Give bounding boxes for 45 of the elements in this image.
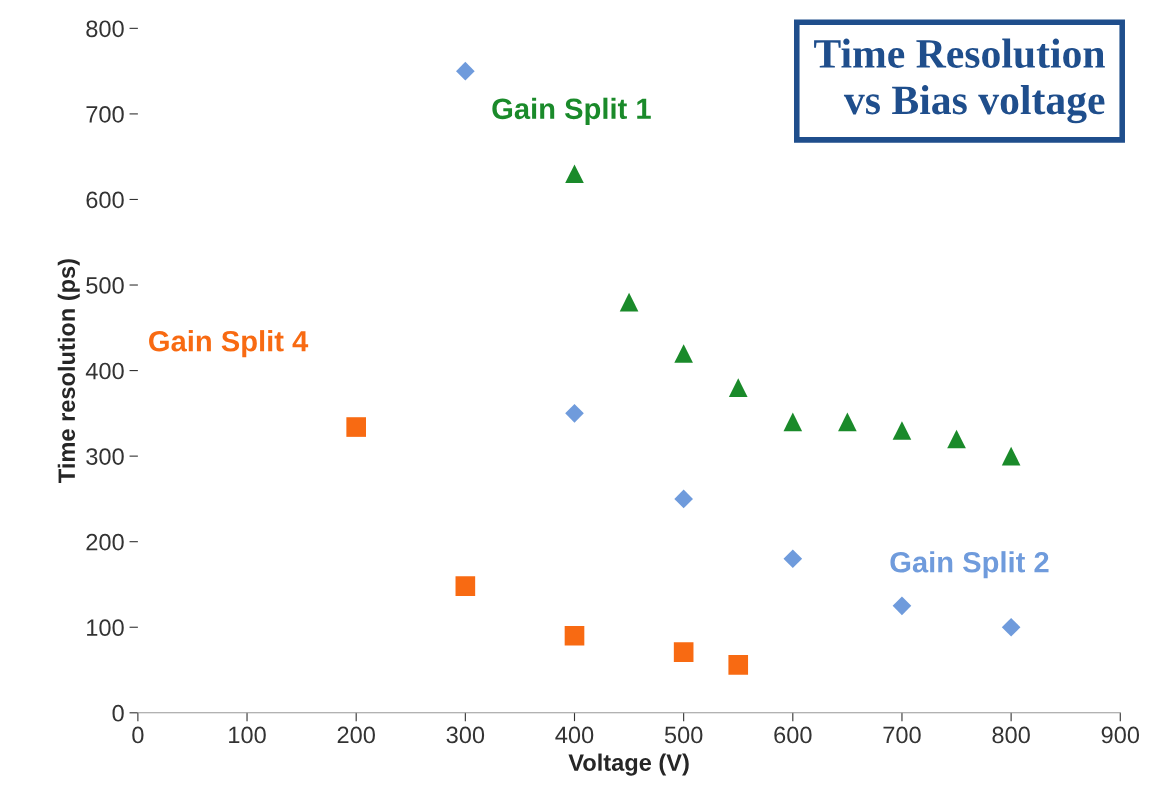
- x-tick-label: 800: [992, 726, 1030, 744]
- text: Time Resolution vs Bias voltage: [814, 38, 1105, 124]
- point: [455, 576, 476, 596]
- point: [728, 378, 748, 397]
- point: [673, 642, 694, 662]
- point: [1001, 446, 1021, 466]
- series-label: Gain Split 1: [492, 97, 651, 125]
- x-tick-label: 900: [1101, 726, 1140, 744]
- point: [892, 421, 912, 440]
- point: [674, 344, 693, 363]
- y-axis-title: Time resolution (ps): [57, 259, 80, 483]
- x-tick-label: 600: [774, 726, 812, 744]
- point: [565, 404, 584, 423]
- point: [783, 549, 803, 569]
- point: [674, 489, 693, 509]
- x-axis-title: Voltage (V): [568, 753, 689, 776]
- x-tick-label: 700: [883, 726, 921, 744]
- x-tick-label: 0: [132, 726, 144, 744]
- point: [838, 412, 857, 432]
- x-tick-label: 500: [664, 726, 703, 744]
- y-tick-label: 0: [112, 704, 124, 722]
- point: [1001, 617, 1021, 637]
- point: [947, 429, 966, 449]
- point: [456, 61, 475, 81]
- text: Gain Split 4: [149, 330, 309, 358]
- y-tick-label: 200: [86, 533, 124, 551]
- y-tick-label: 500: [86, 277, 124, 294]
- x-tick-label: 400: [555, 726, 594, 744]
- point: [565, 164, 584, 184]
- y-tick-label: 800: [86, 20, 124, 38]
- x-tick-label: 200: [337, 726, 375, 744]
- x-tick-label: 300: [446, 726, 485, 744]
- series-label: Gain Split 2: [890, 551, 1049, 579]
- point: [346, 417, 367, 437]
- y-tick-label: 300: [86, 448, 124, 465]
- point: [619, 292, 639, 312]
- x-tick-label: 100: [229, 726, 266, 744]
- y-tick-label: 100: [87, 619, 124, 637]
- y-tick-label: 400: [85, 362, 124, 380]
- point: [783, 412, 803, 432]
- point: [892, 596, 912, 616]
- point: [728, 655, 749, 675]
- point: [564, 625, 585, 646]
- y-tick-label: 600: [86, 191, 124, 209]
- y-tick-label: 700: [86, 105, 124, 123]
